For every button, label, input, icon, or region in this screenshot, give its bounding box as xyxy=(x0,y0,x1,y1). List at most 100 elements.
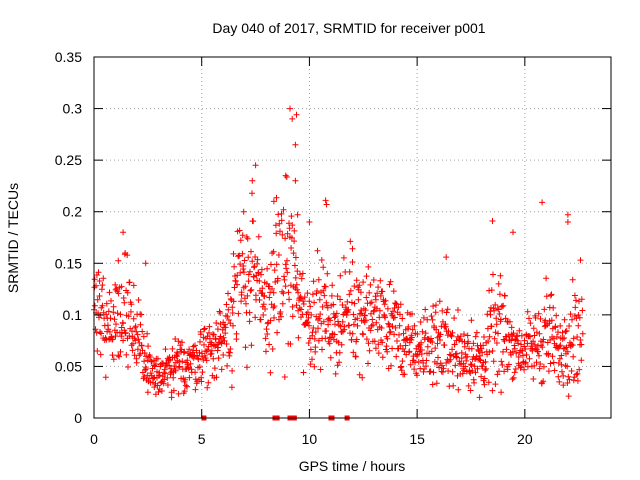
data-point xyxy=(197,338,203,345)
data-point xyxy=(360,279,367,286)
data-point xyxy=(349,330,356,337)
data-point xyxy=(315,276,322,283)
data-point xyxy=(540,363,547,370)
data-point xyxy=(221,337,228,344)
data-point xyxy=(238,298,245,305)
data-point xyxy=(483,365,489,372)
data-point xyxy=(381,301,388,308)
data-point xyxy=(110,356,117,363)
data-point xyxy=(223,341,230,347)
data-point xyxy=(215,344,222,351)
data-point xyxy=(366,347,373,354)
data-point xyxy=(164,382,171,388)
data-point xyxy=(452,362,459,369)
data-point xyxy=(505,361,512,368)
data-point xyxy=(420,368,427,375)
data-point xyxy=(397,311,403,318)
data-point xyxy=(229,367,236,374)
data-point xyxy=(368,323,375,329)
data-point xyxy=(561,335,568,341)
data-point xyxy=(239,250,246,257)
data-point xyxy=(141,350,148,356)
data-point xyxy=(501,368,508,375)
data-point xyxy=(320,318,327,325)
data-point xyxy=(256,278,263,284)
data-point xyxy=(333,310,340,317)
data-point xyxy=(233,330,240,337)
data-point xyxy=(124,289,131,296)
data-point xyxy=(166,362,173,369)
data-point xyxy=(140,333,147,340)
data-point xyxy=(531,332,538,339)
data-point xyxy=(474,365,481,372)
data-point xyxy=(391,305,398,311)
data-point xyxy=(298,295,305,302)
data-point xyxy=(547,337,554,343)
data-point xyxy=(501,292,508,299)
data-point xyxy=(522,359,529,366)
data-point xyxy=(339,302,346,308)
data-point xyxy=(486,349,493,356)
data-point xyxy=(448,332,455,339)
data-point xyxy=(262,306,268,312)
data-point xyxy=(405,323,412,330)
data-point xyxy=(206,323,213,330)
data-point xyxy=(291,238,298,245)
data-point xyxy=(138,311,145,318)
data-point xyxy=(491,307,498,314)
data-point xyxy=(322,197,329,204)
data-point xyxy=(495,280,502,287)
data-point xyxy=(533,359,540,366)
data-point xyxy=(286,225,293,232)
data-point xyxy=(411,322,418,329)
data-point xyxy=(447,352,454,359)
data-point xyxy=(354,315,361,322)
data-point xyxy=(569,316,575,323)
data-point xyxy=(397,342,404,349)
data-point xyxy=(399,315,406,322)
data-point xyxy=(266,294,273,301)
data-point xyxy=(578,357,585,364)
data-point xyxy=(569,276,576,283)
data-point xyxy=(530,325,537,332)
data-point xyxy=(145,343,152,350)
data-point xyxy=(246,309,253,316)
data-point xyxy=(162,346,169,353)
data-point xyxy=(531,362,538,369)
data-point xyxy=(300,369,307,376)
data-point xyxy=(255,233,262,240)
data-point xyxy=(275,252,282,258)
data-point xyxy=(399,358,406,365)
data-point xyxy=(567,311,574,318)
data-point xyxy=(284,257,290,264)
data-point xyxy=(137,350,144,357)
data-point xyxy=(321,292,328,299)
data-point xyxy=(485,338,492,345)
data-point xyxy=(117,348,124,355)
data-point xyxy=(564,380,571,386)
data-point xyxy=(562,328,569,335)
y-tick-label: 0.1 xyxy=(63,307,83,323)
data-point xyxy=(367,281,374,288)
data-point xyxy=(411,366,418,373)
data-point xyxy=(492,301,499,308)
data-point xyxy=(523,351,530,358)
data-point xyxy=(478,345,485,352)
axis-tick-labels: 0 0.05 0.1 0.15 0.2 0.25 0.3 0.35 0 5 10 15 20 xyxy=(55,49,533,447)
data-point xyxy=(115,257,122,264)
data-point xyxy=(363,317,369,324)
data-point xyxy=(555,329,561,336)
data-point xyxy=(257,316,264,323)
data-point xyxy=(383,343,390,350)
x-tick-label: 15 xyxy=(409,431,425,447)
data-point xyxy=(260,312,267,318)
data-point xyxy=(282,235,289,242)
data-point xyxy=(429,316,436,323)
data-point xyxy=(224,362,231,369)
data-point xyxy=(262,335,269,342)
data-point xyxy=(348,299,355,306)
data-point xyxy=(526,315,532,322)
data-point xyxy=(290,250,297,257)
data-point xyxy=(220,334,227,341)
